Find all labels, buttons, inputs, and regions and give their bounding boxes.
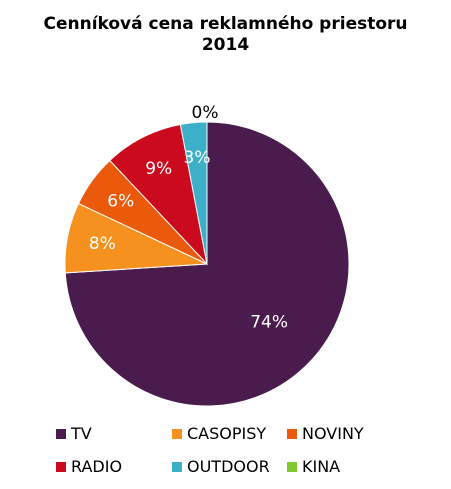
data-label-kina: 0% — [192, 103, 219, 123]
chart-title-line1: Cenníková cena reklamného priestoru — [43, 14, 408, 34]
chart-title-line2: 2014 — [201, 35, 250, 55]
data-label-outdoor: 3% — [184, 148, 211, 168]
data-label-tv: 74% — [250, 312, 288, 332]
pie-slices — [64, 121, 350, 407]
data-label-noviny: 6% — [107, 191, 134, 211]
pie-data-labels: 74% 8% 6% 9% 3% 0% — [89, 103, 288, 332]
pie-slice-radio — [109, 123, 208, 266]
chart-title: Cenníková cena reklamného priestoru 2014 — [0, 14, 451, 56]
data-label-casopisy: 8% — [89, 234, 116, 254]
pie-slice-outdoor — [179, 121, 208, 265]
data-label-radio: 9% — [145, 159, 172, 179]
